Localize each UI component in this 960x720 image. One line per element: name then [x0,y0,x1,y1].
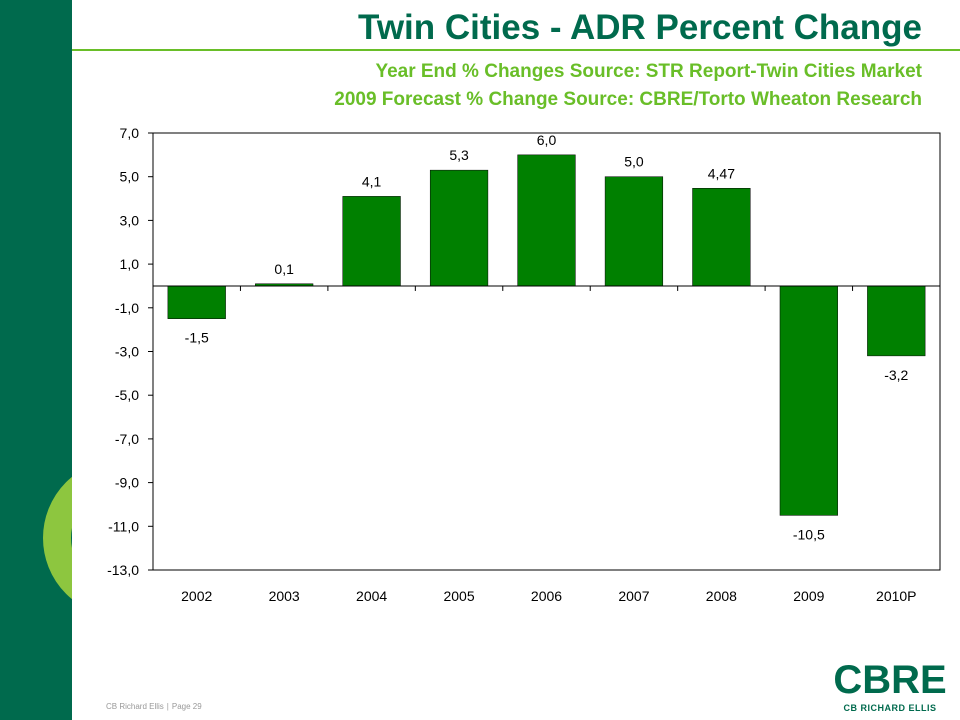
bar [867,285,926,357]
y-tick-label: -5,0 [115,387,139,403]
data-label: -10,5 [793,526,825,542]
cbre-logo: CBRE CB RICHARD ELLIS [828,660,952,716]
bar [604,176,664,287]
bar [692,188,751,287]
y-tick-label: -3,0 [115,344,139,360]
data-label: -1,5 [185,330,209,346]
slide-subtitle-2: 2009 Forecast % Change Source: CBRE/Tort… [334,89,922,110]
bar [429,169,489,287]
bar-series [167,154,926,516]
bar [779,285,838,516]
y-tick-label: -9,0 [115,475,139,491]
data-labels: -1,5 0,1 4,1 5,3 6,0 5,0 4,47 -10,5 -3,2 [185,132,909,543]
y-tick-label: -7,0 [115,431,139,447]
x-tick-label: 2009 [793,588,824,604]
bar [517,154,576,287]
x-tick-label: 2006 [531,588,562,604]
y-axis: 7,0 5,0 3,0 1,0 -1,0 -3,0 -5,0 -7,0 -9,0 -11,0 -13… [107,125,153,578]
brand-ring-outer [43,476,72,600]
y-tick-label: 7,0 [120,125,140,141]
footer: CB Richard Ellis | Page 29 [106,702,202,711]
x-tick-label: 2003 [269,588,300,604]
x-tick-label: 2010P [876,588,916,604]
logo-company-name: CB RICHARD ELLIS [843,703,937,713]
data-label: 0,1 [274,261,294,277]
x-axis-labels: 2002 2003 2004 2005 2006 2007 2008 2009 2010P [181,588,916,604]
x-tick-label: 2004 [356,588,387,604]
data-label: 4,47 [708,165,735,181]
data-label: 4,1 [362,173,382,189]
footer-page: Page 29 [171,702,202,711]
bar [167,285,226,319]
y-tick-label: 3,0 [120,212,140,228]
footer-company: CB Richard Ellis [106,702,164,711]
brand-ring-graphic [43,476,72,600]
logo-mark: CBRE [833,658,947,702]
y-tick-label: -11,0 [108,518,139,534]
data-label: 5,0 [624,154,644,170]
slide-subtitle-1: Year End % Changes Source: STR Report-Tw… [375,61,922,82]
data-label: -3,2 [884,367,908,383]
brand-sidebar [0,0,72,720]
y-tick-label: -1,0 [115,300,139,316]
data-label: 5,3 [449,147,469,163]
y-tick-label: -13,0 [107,562,139,578]
x-tick-label: 2005 [443,588,474,604]
slide-title: Twin Cities - ADR Percent Change [358,8,922,47]
zero-axis [152,285,941,291]
data-label: 6,0 [537,132,557,148]
title-divider [72,49,960,51]
bar [342,196,401,287]
x-tick-label: 2008 [706,588,737,604]
x-tick-label: 2007 [618,588,649,604]
footer-separator: | [166,702,169,711]
y-tick-label: 1,0 [120,256,140,272]
y-tick-label: 5,0 [120,169,140,185]
x-tick-label: 2002 [181,588,212,604]
